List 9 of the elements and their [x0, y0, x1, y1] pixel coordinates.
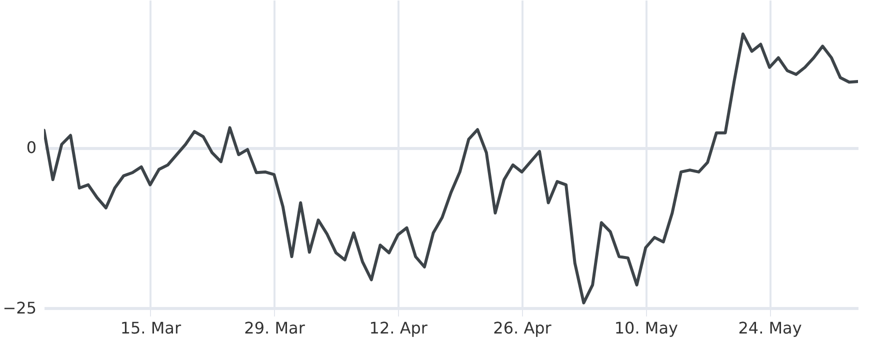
x-tick-label: 26. Apr — [493, 318, 552, 338]
x-tick-label: 24. May — [738, 318, 802, 338]
line-series — [44, 32, 858, 304]
x-tick-label: 15. Mar — [120, 318, 182, 338]
x-tick-label: 29. Mar — [244, 318, 306, 338]
x-tick-label: 12. Apr — [369, 318, 428, 338]
y-tick-label: 0 — [26, 138, 36, 158]
x-tick-label: 10. May — [614, 318, 678, 338]
y-tick-label: −25 — [2, 298, 36, 318]
